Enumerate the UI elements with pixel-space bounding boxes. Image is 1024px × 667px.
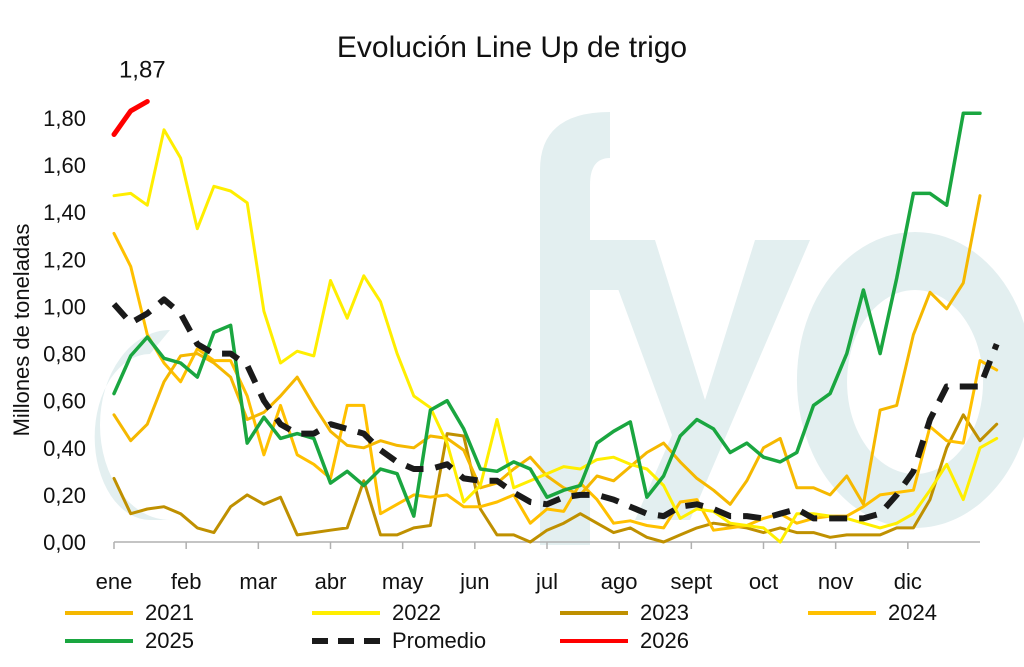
y-tick-label: 0,40 bbox=[43, 436, 86, 461]
y-tick-label: 0,20 bbox=[43, 483, 86, 508]
legend-label: 2026 bbox=[640, 628, 689, 653]
x-tick-label: may bbox=[382, 569, 424, 594]
legend-item-2022: 2022 bbox=[312, 600, 441, 625]
y-tick-label: 1,00 bbox=[43, 294, 86, 319]
legend-item-2024: 2024 bbox=[808, 600, 937, 625]
y-tick-label: 0,00 bbox=[43, 530, 86, 555]
legend-label: 2021 bbox=[145, 600, 194, 625]
y-tick-label: 1,40 bbox=[43, 200, 86, 225]
legend-item-2023: 2023 bbox=[560, 600, 689, 625]
x-tick-label: abr bbox=[315, 569, 347, 594]
legend: 2021 2022 2023 2024 2025 Promedio 2026 bbox=[65, 600, 937, 653]
x-tick-label: jun bbox=[459, 569, 489, 594]
y-tick-label: 0,60 bbox=[43, 389, 86, 414]
x-tick-labels: ene feb mar abr may jun jul ago sept oct nov dic bbox=[96, 569, 922, 594]
x-tick-label: nov bbox=[818, 569, 853, 594]
legend-label: 2023 bbox=[640, 600, 689, 625]
series-line-2022 bbox=[112, 128, 999, 544]
series-line-2024 bbox=[112, 231, 999, 532]
axes bbox=[113, 541, 980, 549]
fyo-watermark bbox=[94, 112, 1024, 545]
y-tick-label: 1,60 bbox=[43, 153, 86, 178]
legend-label: 2024 bbox=[888, 600, 937, 625]
series-line-2025 bbox=[112, 111, 982, 518]
chart-title: Evolución Line Up de trigo bbox=[337, 31, 687, 64]
legend-label: 2025 bbox=[145, 628, 194, 653]
y-tick-label: 1,80 bbox=[43, 106, 86, 131]
legend-label: 2022 bbox=[392, 600, 441, 625]
annotation-layer: 1,87 bbox=[119, 57, 166, 84]
series-line-2023 bbox=[112, 413, 999, 544]
legend-item-2025: 2025 bbox=[65, 628, 194, 653]
x-tick-label: dic bbox=[894, 569, 922, 594]
data-label-2026: 1,87 bbox=[119, 57, 166, 84]
series-layer bbox=[111, 99, 1000, 544]
legend-item-2021: 2021 bbox=[65, 600, 194, 625]
x-tick-label: feb bbox=[171, 569, 202, 594]
series-line-promedio bbox=[111, 296, 1000, 522]
legend-label: Promedio bbox=[392, 628, 486, 653]
x-tick-label: ene bbox=[96, 569, 133, 594]
x-tick-label: sept bbox=[671, 569, 713, 594]
x-tick-label: ago bbox=[601, 569, 638, 594]
x-tick-label: mar bbox=[239, 569, 277, 594]
x-tick-label: oct bbox=[749, 569, 778, 594]
y-tick-label: 1,20 bbox=[43, 247, 86, 272]
series-line-2026 bbox=[111, 99, 150, 137]
legend-item-2026: 2026 bbox=[560, 628, 689, 653]
y-tick-labels: 0,00 0,20 0,40 0,60 0,80 1,00 1,20 1,40 1,60 1,80 bbox=[43, 106, 86, 555]
y-tick-label: 0,80 bbox=[43, 342, 86, 367]
x-tick-label: jul bbox=[535, 569, 558, 594]
legend-item-promedio: Promedio bbox=[312, 628, 486, 653]
series-line-2021 bbox=[112, 194, 982, 506]
y-axis-label: Millones de toneladas bbox=[9, 224, 34, 437]
